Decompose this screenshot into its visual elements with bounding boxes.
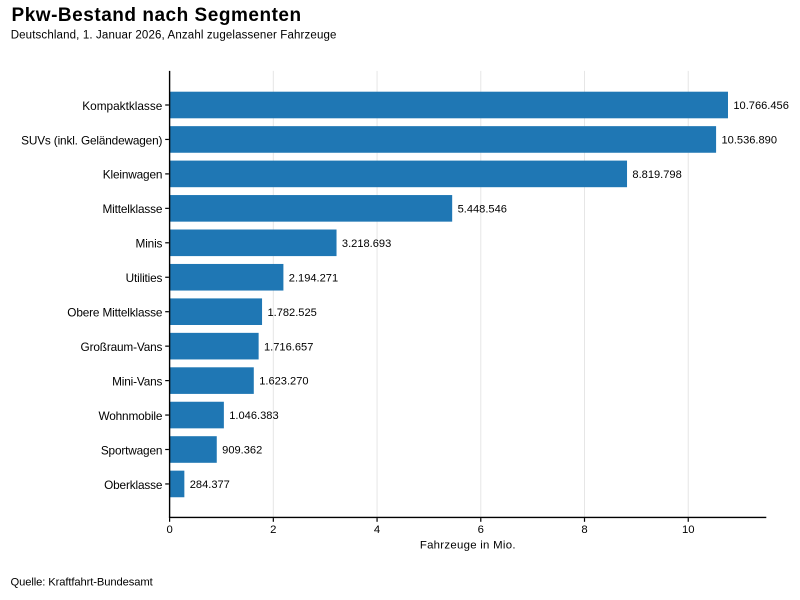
svg-text:10.766.456: 10.766.456 — [733, 100, 789, 112]
svg-text:8: 8 — [581, 524, 587, 536]
svg-text:1.623.270: 1.623.270 — [259, 376, 308, 388]
svg-text:4: 4 — [374, 524, 380, 536]
svg-text:Pkw-Bestand nach Segmenten: Pkw-Bestand nach Segmenten — [12, 5, 302, 26]
svg-text:Wohnmobile: Wohnmobile — [98, 409, 162, 423]
svg-text:Sportwagen: Sportwagen — [101, 443, 162, 457]
svg-text:6: 6 — [478, 524, 484, 536]
svg-text:Großraum-Vans: Großraum-Vans — [81, 340, 163, 354]
svg-text:1.046.383: 1.046.383 — [229, 410, 278, 422]
svg-text:0: 0 — [166, 524, 172, 536]
svg-text:8.819.798: 8.819.798 — [632, 169, 681, 181]
svg-text:Utilities: Utilities — [126, 271, 163, 285]
svg-text:Fahrzeuge in Mio.: Fahrzeuge in Mio. — [420, 539, 516, 551]
svg-text:SUVs (inkl. Geländewagen): SUVs (inkl. Geländewagen) — [21, 133, 162, 147]
svg-text:909.362: 909.362 — [222, 445, 262, 457]
svg-text:Mittelklasse: Mittelklasse — [102, 202, 162, 216]
svg-text:Kleinwagen: Kleinwagen — [103, 168, 163, 182]
svg-text:1.716.657: 1.716.657 — [264, 341, 313, 353]
svg-text:Kompaktklasse: Kompaktklasse — [82, 99, 162, 113]
svg-text:Deutschland, 1. Januar 2026, A: Deutschland, 1. Januar 2026, Anzahl zuge… — [11, 30, 337, 42]
svg-text:10.536.890: 10.536.890 — [721, 135, 777, 147]
svg-text:5.448.546: 5.448.546 — [458, 203, 507, 215]
svg-text:1.782.525: 1.782.525 — [267, 307, 316, 319]
svg-text:3.218.693: 3.218.693 — [342, 238, 391, 250]
svg-text:2.194.271: 2.194.271 — [289, 272, 338, 284]
svg-text:Minis: Minis — [136, 237, 163, 251]
svg-text:Oberklasse: Oberklasse — [104, 478, 163, 492]
svg-text:284.377: 284.377 — [190, 479, 230, 491]
svg-text:Mini-Vans: Mini-Vans — [112, 374, 162, 388]
svg-text:2: 2 — [270, 524, 276, 536]
svg-text:Obere Mittelklasse: Obere Mittelklasse — [67, 306, 163, 320]
svg-text:10: 10 — [682, 524, 695, 536]
svg-text:Quelle: Kraftfahrt-Bundesamt: Quelle: Kraftfahrt-Bundesamt — [11, 577, 154, 589]
